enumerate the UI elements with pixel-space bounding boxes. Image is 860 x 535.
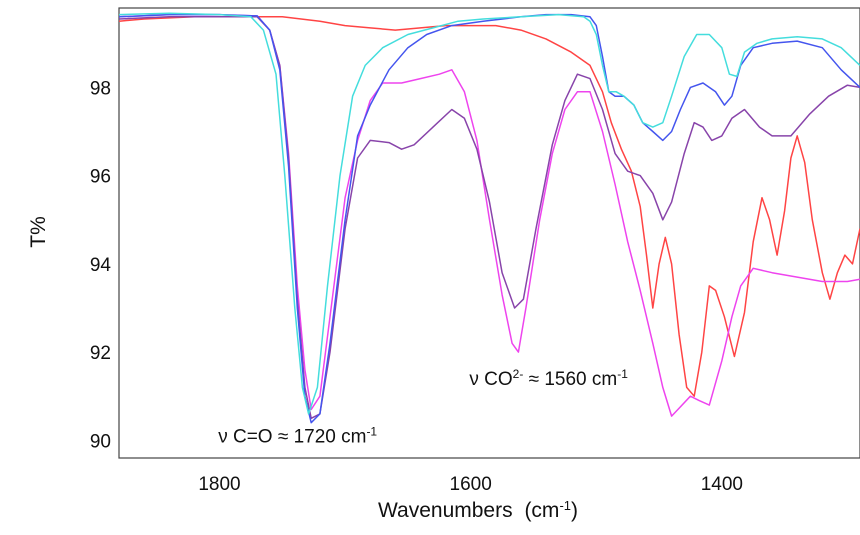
series-line-3 — [118, 16, 860, 420]
y-ticks: 90 92 94 96 98 — [90, 78, 112, 452]
annotation-carbonyl-stretch: ν C=O ≈ 1720 cm-1 — [218, 425, 377, 448]
y-tick-label: 96 — [90, 167, 111, 188]
y-tick-label: 98 — [90, 78, 111, 99]
series-line-4 — [118, 13, 860, 424]
y-axis-title: T% — [27, 216, 50, 248]
series-layer — [118, 12, 860, 424]
series-line-1 — [118, 16, 860, 397]
x-tick-label: 1600 — [450, 474, 492, 495]
series-line-2 — [118, 13, 860, 417]
annotation-carbonate-stretch: ν CO2- ≈ 1560 cm-1 — [469, 367, 628, 390]
y-tick-label: 90 — [90, 431, 111, 452]
plot-frame — [118, 7, 860, 459]
x-tick-label: 1400 — [701, 474, 743, 495]
y-tick-label: 92 — [90, 343, 111, 364]
x-axis-title: Wavenumbers (cm-1) — [378, 498, 578, 523]
x-tick-label: 1800 — [198, 474, 240, 495]
y-tick-label: 94 — [90, 255, 112, 276]
x-ticks: 1800 1600 1400 — [198, 474, 743, 495]
series-line-5 — [118, 12, 860, 415]
